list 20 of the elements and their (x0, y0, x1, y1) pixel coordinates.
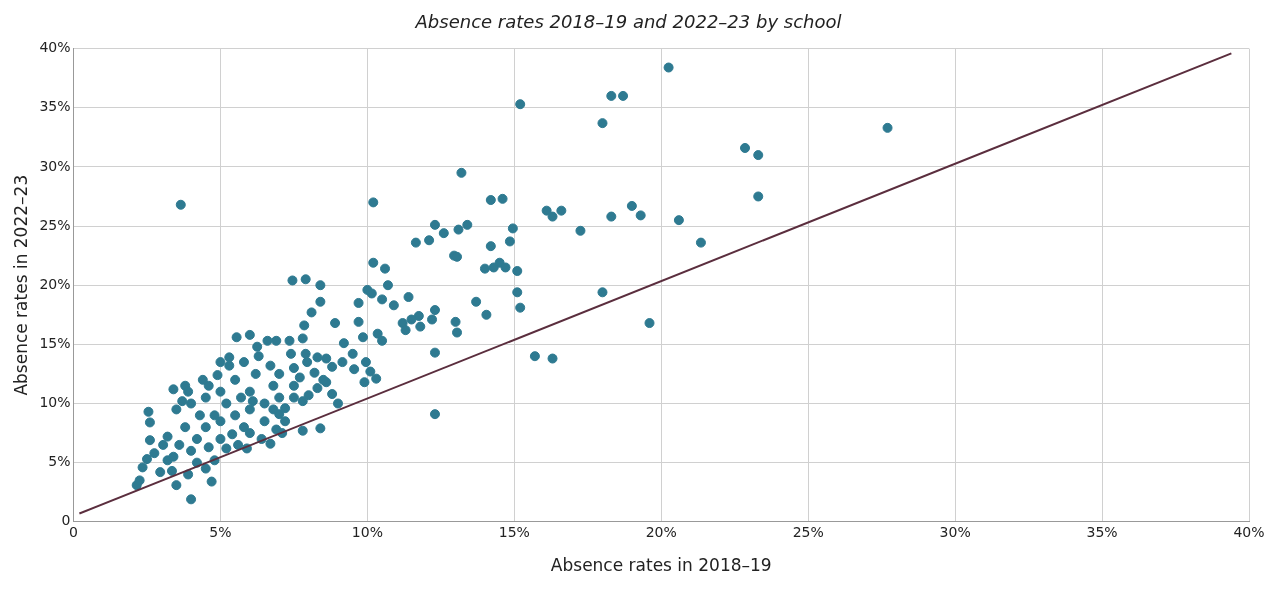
y-tick-label: 0 (61, 512, 71, 529)
x-tick-label: 25% (792, 523, 824, 540)
y-axis-title: Absence rates in 2022–23 (10, 174, 31, 396)
x-tick-label: 35% (1086, 523, 1118, 540)
y-tick-label: 10% (39, 394, 71, 411)
x-tick-label: 15% (498, 523, 530, 540)
y-tick-label: 25% (39, 216, 71, 233)
chart-title: Absence rates 2018–19 and 2022–23 by school (414, 11, 842, 33)
y-tick-label: 15% (39, 334, 71, 351)
x-tick-label: 20% (645, 523, 677, 540)
y-tick-label: 40% (39, 39, 71, 56)
y-tick-label: 35% (39, 98, 71, 115)
x-tick-label: 5% (209, 523, 232, 540)
y-tick-label: 20% (39, 275, 71, 292)
x-tick-label: 10% (351, 523, 383, 540)
x-axis-title: Absence rates in 2018–19 (550, 555, 772, 576)
x-tick-label: 30% (939, 523, 971, 540)
y-tick-label: 5% (48, 453, 71, 470)
x-tick-label: 40% (1233, 523, 1265, 540)
y-tick-label: 30% (39, 157, 71, 174)
